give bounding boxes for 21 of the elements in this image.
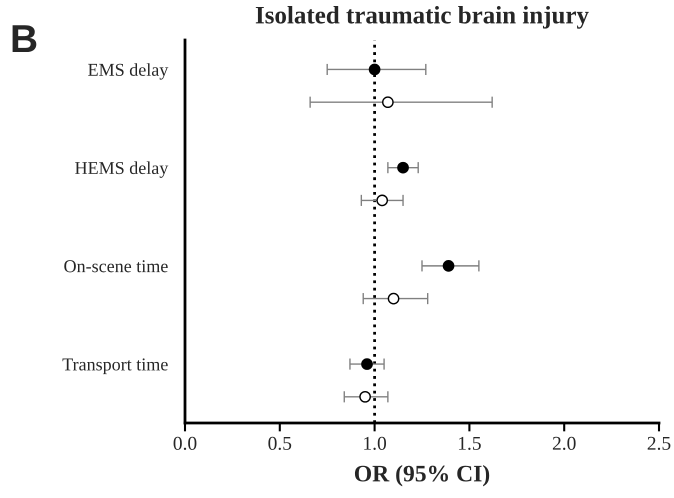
y-tick-label: On-scene time [64, 260, 168, 272]
point [359, 390, 371, 403]
point [361, 358, 373, 370]
y-tick-label: HEMS delay [75, 161, 168, 178]
point [382, 96, 394, 108]
x-axis-title: OR (95% CI) [354, 464, 490, 486]
point [397, 162, 409, 174]
text: B [12, 25, 36, 52]
point [368, 64, 380, 76]
x-tick-label: 1.5 [458, 436, 481, 450]
x-tick-label: 0.0 [174, 436, 196, 450]
point [388, 292, 400, 304]
x-tick-label: 2.5 [648, 436, 670, 450]
x-tick-label: 2.0 [552, 436, 576, 450]
x-tick-label: 0.5 [268, 436, 292, 450]
point [376, 194, 388, 206]
point [442, 260, 454, 272]
x-tick-label: 1.0 [364, 436, 386, 450]
y-tick-label: EMS delay [88, 63, 168, 80]
y-tick-label: Transport time [62, 358, 168, 374]
chart-title: Isolated traumatic brain injury [256, 6, 589, 29]
